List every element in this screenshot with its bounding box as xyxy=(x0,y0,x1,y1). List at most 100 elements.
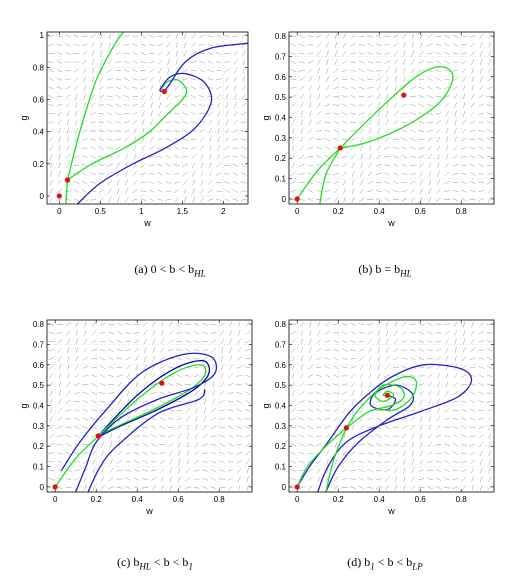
vector-arrow xyxy=(318,476,320,482)
vector-arrow xyxy=(412,51,414,57)
vector-arrow xyxy=(291,461,296,464)
vector-arrow xyxy=(402,198,407,201)
vector-arrow xyxy=(159,77,161,83)
vector-arrow xyxy=(342,95,348,97)
vector-arrow xyxy=(461,198,466,201)
vector-arrow xyxy=(124,35,130,37)
vector-arrow xyxy=(107,104,113,106)
vector-arrow xyxy=(419,469,424,472)
vector-arrow xyxy=(219,427,225,428)
vector-arrow xyxy=(419,61,424,64)
vector-arrow xyxy=(174,113,180,114)
vector-arrow xyxy=(238,485,240,491)
vector-arrow xyxy=(376,435,381,438)
vector-arrow xyxy=(461,409,466,411)
vector-arrow xyxy=(352,425,354,431)
vector-arrow xyxy=(461,375,466,378)
vector-arrow xyxy=(367,88,373,89)
vector-arrow xyxy=(325,130,331,132)
vector-arrow xyxy=(299,78,304,81)
vector-arrow xyxy=(342,340,347,343)
vector-arrow xyxy=(219,479,225,480)
vector-arrow xyxy=(333,138,338,141)
vector-arrow xyxy=(352,180,354,186)
vector-arrow xyxy=(66,323,71,327)
vector-arrow xyxy=(179,450,181,456)
vector-arrow xyxy=(51,399,53,405)
x-tick-label: 0.4 xyxy=(374,495,386,504)
vector-arrow xyxy=(446,137,448,143)
vector-arrow xyxy=(108,340,113,343)
vector-arrow xyxy=(115,79,121,81)
vector-arrow xyxy=(325,366,331,368)
vector-arrow xyxy=(196,425,198,431)
vector-arrow xyxy=(184,42,186,48)
vector-arrow xyxy=(428,146,432,150)
vector-arrow xyxy=(293,373,295,379)
vector-arrow xyxy=(384,147,390,149)
vector-arrow xyxy=(151,478,156,481)
vector-arrow xyxy=(361,154,363,160)
vector-arrow xyxy=(471,460,475,464)
vector-arrow xyxy=(487,147,493,149)
vector-arrow xyxy=(167,51,170,56)
vector-arrow xyxy=(410,341,416,343)
vector-arrow xyxy=(149,61,155,63)
vector-arrow xyxy=(152,486,156,490)
vector-arrow xyxy=(325,434,330,438)
vector-arrow xyxy=(75,128,78,133)
vector-arrow xyxy=(110,433,112,439)
vector-arrow xyxy=(436,45,442,46)
vector-arrow xyxy=(300,330,303,335)
vector-arrow xyxy=(132,78,138,80)
vector-arrow xyxy=(350,104,356,106)
vector-arrow xyxy=(446,373,448,379)
vector-arrow xyxy=(186,416,189,421)
vector-arrow xyxy=(233,52,238,56)
vector-arrow xyxy=(428,382,432,387)
vector-arrow xyxy=(75,120,77,126)
vector-arrow xyxy=(170,459,173,464)
vector-arrow xyxy=(471,339,475,344)
vector-arrow xyxy=(367,436,373,437)
vector-arrow xyxy=(235,77,237,83)
vector-arrow xyxy=(410,96,416,97)
vector-arrow xyxy=(384,53,390,55)
vector-arrow xyxy=(209,154,211,160)
vector-arrow xyxy=(185,357,190,360)
vector-arrow xyxy=(59,365,61,371)
vector-arrow xyxy=(472,85,474,91)
vector-arrow xyxy=(76,347,78,353)
vector-arrow xyxy=(361,171,363,177)
vector-arrow xyxy=(221,373,223,379)
vector-arrow xyxy=(351,154,355,159)
vector-arrow xyxy=(395,476,397,482)
vector-arrow xyxy=(359,87,365,89)
vector-arrow xyxy=(141,95,145,99)
vector-arrow xyxy=(117,188,119,194)
vector-arrow xyxy=(326,77,329,82)
vector-arrow xyxy=(454,102,457,107)
vector-arrow xyxy=(228,470,234,471)
vector-arrow xyxy=(446,382,448,388)
vector-arrow xyxy=(384,165,390,166)
vector-arrow xyxy=(462,418,467,421)
vector-arrow xyxy=(76,339,78,345)
vector-arrow xyxy=(316,418,322,420)
vector-arrow xyxy=(233,190,239,193)
vector-arrow xyxy=(99,198,103,202)
vector-arrow xyxy=(202,470,208,472)
vector-arrow xyxy=(487,375,493,377)
vector-arrow xyxy=(437,189,441,194)
vector-arrow xyxy=(149,146,154,150)
vector-arrow xyxy=(309,120,312,125)
vector-arrow xyxy=(58,356,61,361)
vector-arrow xyxy=(234,68,237,73)
vector-arrow xyxy=(125,197,129,202)
vector-arrow xyxy=(224,174,230,175)
vector-arrow xyxy=(49,137,53,141)
vector-arrow xyxy=(368,172,372,176)
vector-arrow xyxy=(133,112,138,116)
vector-arrow xyxy=(100,59,102,65)
vector-arrow xyxy=(453,479,459,480)
